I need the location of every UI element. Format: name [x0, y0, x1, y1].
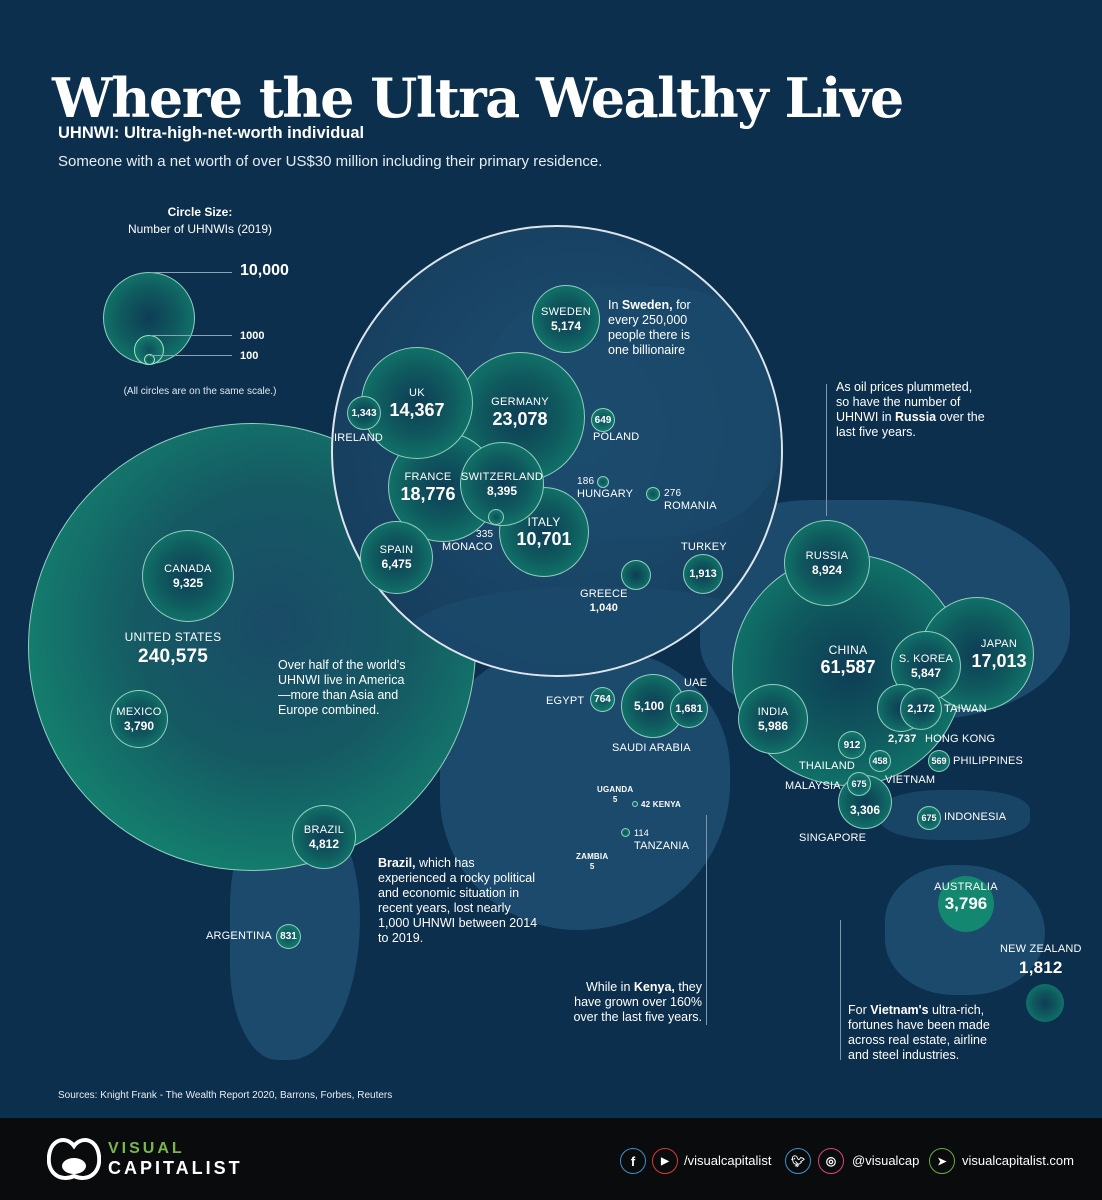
- label-singapore: SINGAPORE: [799, 832, 867, 844]
- bubble-philippines: 569: [928, 750, 950, 772]
- bubble-hungary: [597, 476, 609, 488]
- bubble-indonesia: 675: [917, 806, 941, 830]
- label-uganda: UGANDA 5: [597, 785, 634, 804]
- label-taiwan: TAIWAN: [944, 703, 987, 715]
- bubble-brazil: BRAZIL 4,812: [292, 805, 356, 869]
- label-greece: GREECE 1,040: [580, 588, 628, 614]
- label-vietnam: VIETNAM: [885, 774, 936, 786]
- bubble-new-zealand: [1026, 984, 1064, 1022]
- label-turkey: TURKEY: [681, 541, 727, 553]
- note-brazil: Brazil, which has experienced a rocky po…: [378, 856, 538, 945]
- legend-circle-100: [144, 354, 155, 365]
- page-title: Where the Ultra Wealthy Live: [52, 66, 904, 131]
- brand-capitalist: CAPITALIST: [108, 1158, 243, 1178]
- label-romania-value: 276: [664, 488, 682, 499]
- bubble-india: INDIA 5,986: [738, 684, 808, 754]
- legend-line-1000: [150, 335, 232, 336]
- handle-visualcap-link[interactable]: @visualcap: [852, 1153, 920, 1168]
- instagram-icon[interactable]: ◎: [818, 1148, 844, 1174]
- definition-text: Someone with a net worth of over US$30 m…: [58, 153, 603, 170]
- bubble-canada: CANADA 9,325: [142, 530, 234, 622]
- note-russia: As oil prices plummeted, so have the num…: [836, 380, 985, 439]
- handle-visualcapitalist-link[interactable]: /visualcapitalist: [684, 1153, 772, 1168]
- legend-line-100: [150, 355, 232, 356]
- bubble-taiwan: 2,172: [900, 688, 942, 730]
- label-ireland: IRELAND: [334, 432, 384, 444]
- definition-term: UHNWI: Ultra-high-net-worth individual: [58, 124, 365, 142]
- label-saudi-arabia: SAUDI ARABIA: [612, 742, 691, 754]
- land-southeast-asia: [880, 790, 1030, 840]
- legend-label-100: 100: [240, 350, 259, 362]
- bubble-mexico: MEXICO 3,790: [110, 690, 168, 748]
- label-philippines: PHILIPPINES: [953, 755, 1024, 767]
- footer: [0, 1118, 1102, 1200]
- facebook-icon[interactable]: f: [620, 1148, 646, 1174]
- bubble-turkey: 1,913: [683, 554, 723, 594]
- bubble-thailand: 912: [838, 731, 866, 759]
- label-kenya: 42 KENYA: [641, 800, 682, 809]
- infographic-canvas: Where the Ultra Wealthy Live UHNWI: Ultr…: [28, 66, 1082, 1101]
- label-new-zealand: NEW ZEALAND 1,812: [1000, 943, 1082, 977]
- kenya-note-line: [706, 815, 707, 1025]
- bubble-spain: SPAIN 6,475: [360, 521, 433, 594]
- sources: Sources: Knight Frank - The Wealth Repor…: [58, 1090, 393, 1101]
- brand-visual: VISUAL: [108, 1140, 185, 1157]
- bubble-australia: AUSTRALIA 3,796: [934, 876, 998, 932]
- bubble-tanzania: [621, 828, 630, 837]
- label-indonesia: INDONESIA: [944, 811, 1007, 823]
- russia-note-line: [826, 384, 827, 516]
- label-egypt: EGYPT: [546, 695, 585, 707]
- label-united-states: UNITED STATES 240,575: [124, 630, 222, 667]
- note-sweden: In Sweden, for every 250,000 people ther…: [608, 298, 691, 357]
- label-hungary: HUNGARY: [577, 488, 634, 500]
- label-hungary-value: 186: [577, 476, 595, 487]
- visual-capitalist-logo-icon: [47, 1138, 101, 1180]
- label-malaysia: MALAYSIA: [785, 780, 841, 792]
- legend-subheading: Number of UHNWIs (2019): [127, 222, 273, 236]
- bubble-uae: 1,681: [670, 690, 708, 728]
- bubble-romania: [646, 487, 660, 501]
- bubble-greece: [621, 560, 651, 590]
- note-kenya: While in Kenya, they have grown over 160…: [573, 980, 702, 1024]
- bubble-russia: RUSSIA 8,924: [784, 520, 870, 606]
- label-poland: POLAND: [593, 431, 640, 443]
- bubble-egypt: 764: [590, 687, 615, 712]
- bubble-monaco: [488, 509, 504, 525]
- legend-note: (All circles are on the same scale.): [123, 386, 277, 397]
- website-link[interactable]: visualcapitalist.com: [962, 1153, 1074, 1168]
- youtube-icon[interactable]: ▶: [652, 1148, 678, 1174]
- land-north-africa: [393, 587, 781, 675]
- label-romania: ROMANIA: [664, 500, 717, 512]
- bubble-argentina: 831: [276, 924, 301, 949]
- vietnam-note-line: [840, 920, 841, 1060]
- bubble-ireland: 1,343: [347, 396, 381, 430]
- label-monaco-value: 335: [476, 529, 494, 540]
- legend-heading: Circle Size:: [167, 205, 233, 219]
- label-uae: UAE: [684, 677, 708, 689]
- legend-line-10000: [150, 272, 232, 273]
- bubble-vietnam: 458: [869, 750, 891, 772]
- label-monaco: MONACO: [442, 541, 493, 553]
- note-vietnam: For Vietnam's ultra-rich, fortunes have …: [848, 1003, 990, 1062]
- legend-label-1000: 1000: [240, 330, 265, 342]
- label-tanzania-value: 114: [634, 828, 649, 838]
- note-america: Over half of the world's UHNWI live in A…: [278, 658, 406, 717]
- bubble-kenya: [632, 801, 638, 807]
- label-tanzania: TANZANIA: [634, 840, 690, 852]
- twitter-icon[interactable]: 🐦︎: [785, 1148, 811, 1174]
- label-zambia: ZAMBIA 5: [576, 852, 609, 871]
- label-hong-kong-value: 2,737: [888, 733, 917, 745]
- label-hong-kong: HONG KONG: [925, 733, 996, 745]
- label-thailand: THAILAND: [799, 760, 855, 772]
- label-argentina: ARGENTINA: [206, 930, 272, 942]
- bubble-sweden: SWEDEN 5,174: [532, 285, 600, 353]
- cursor-web-icon[interactable]: ➤: [929, 1148, 955, 1174]
- bubble-poland: 649: [591, 408, 615, 432]
- legend-title: Circle Size: Number of UHNWIs (2019): [100, 204, 300, 238]
- bubble-uk: UK 14,367: [361, 347, 473, 459]
- bubble-malaysia: 675: [847, 772, 871, 796]
- legend-label-10000: 10,000: [240, 262, 289, 279]
